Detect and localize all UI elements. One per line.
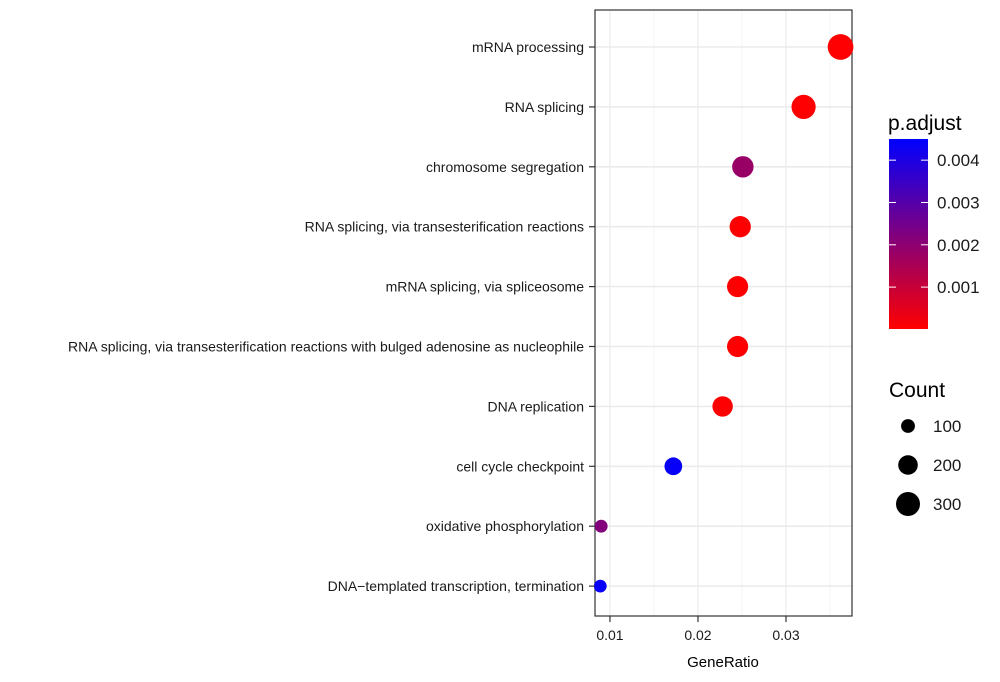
data-point	[732, 156, 754, 178]
y-tick-label: DNA−templated transcription, termination	[328, 578, 584, 594]
x-tick-label: 0.02	[684, 627, 711, 643]
colorbar-tick-label: 0.003	[937, 193, 980, 212]
data-points	[593, 34, 854, 593]
count-legend-title: Count	[889, 379, 945, 402]
y-tick-label: RNA splicing	[505, 99, 584, 115]
data-point	[712, 396, 733, 417]
y-tick-label: DNA replication	[488, 398, 585, 414]
y-tick-label: cell cycle checkpoint	[456, 458, 584, 474]
y-tick-label: oxidative phosphorylation	[426, 518, 584, 534]
count-legend: Count 100 200 300	[889, 379, 961, 516]
count-legend-dot	[901, 419, 915, 433]
count-legend-label: 200	[933, 456, 961, 475]
data-point	[727, 276, 749, 298]
data-point	[827, 34, 854, 60]
count-legend-dot	[896, 492, 920, 516]
y-tick-label: chromosome segregation	[426, 159, 584, 175]
data-point	[791, 94, 816, 119]
count-legend-keys: 100 200 300	[896, 417, 961, 516]
y-tick-label: mRNA processing	[472, 39, 584, 55]
x-tick-label: 0.03	[772, 627, 799, 643]
p-adjust-legend: p.adjust 0.004 0.003 0.002 0.001	[888, 112, 980, 329]
colorbar-tick-label: 0.004	[937, 151, 980, 170]
y-tick-label: RNA splicing, via transesterification re…	[305, 219, 584, 235]
y-axis: mRNA processing RNA splicing chromosome se…	[68, 39, 595, 594]
data-point	[727, 335, 749, 358]
x-axis-title: GeneRatio	[687, 654, 759, 671]
panel-border	[594, 9, 853, 617]
p-adjust-colorbar	[889, 139, 928, 329]
count-legend-label: 100	[933, 417, 961, 436]
x-axis: 0.01 0.02 0.03	[596, 616, 800, 643]
y-tick-label: mRNA splicing, via spliceosome	[386, 279, 585, 295]
colorbar-tick-label: 0.002	[937, 236, 980, 255]
p-adjust-ticks: 0.004 0.003 0.002 0.001	[889, 151, 980, 297]
x-tick-label: 0.01	[596, 627, 623, 643]
count-legend-label: 300	[933, 495, 961, 514]
data-point	[593, 579, 607, 593]
y-tick-label: RNA splicing, via transesterification re…	[68, 339, 584, 355]
data-point	[664, 457, 683, 476]
p-adjust-legend-title: p.adjust	[888, 112, 962, 135]
data-point	[594, 519, 608, 533]
data-point	[729, 216, 751, 238]
count-legend-dot	[898, 455, 918, 475]
colorbar-tick-label: 0.001	[937, 278, 980, 297]
